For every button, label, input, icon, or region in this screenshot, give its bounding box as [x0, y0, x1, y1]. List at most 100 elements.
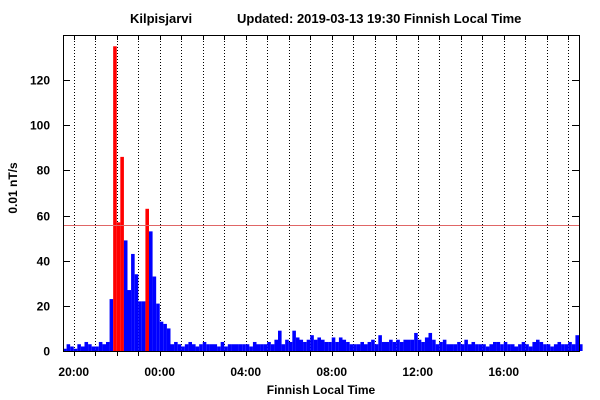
- data-bar: [525, 344, 529, 351]
- data-bar: [446, 344, 450, 351]
- data-bar: [116, 222, 121, 351]
- data-bar: [238, 344, 243, 351]
- data-bar: [306, 339, 311, 351]
- x-tick-label: 20:00: [58, 365, 89, 379]
- data-bar: [338, 337, 343, 351]
- data-bar: [571, 344, 576, 351]
- data-bar: [500, 344, 504, 351]
- data-bar: [63, 348, 67, 351]
- data-bar: [543, 344, 547, 351]
- data-bar: [342, 339, 347, 351]
- data-bar: [493, 341, 497, 351]
- data-bar: [220, 341, 225, 351]
- data-bar: [536, 339, 540, 351]
- data-bar: [310, 335, 314, 351]
- data-bar: [98, 341, 103, 351]
- data-bar: [453, 344, 458, 351]
- data-bar: [138, 301, 142, 351]
- data-bar: [256, 344, 261, 351]
- data-bar: [421, 341, 425, 351]
- data-bar: [127, 290, 132, 351]
- data-bar: [371, 339, 375, 351]
- data-bar: [331, 337, 336, 351]
- data-bar: [579, 344, 583, 351]
- data-bar: [206, 344, 210, 351]
- data-bar: [174, 341, 178, 351]
- data-bar: [73, 348, 78, 351]
- data-bar: [467, 344, 472, 351]
- data-bar: [188, 341, 192, 351]
- data-bar: [249, 346, 253, 351]
- data-bar: [270, 344, 275, 351]
- data-bar: [113, 46, 117, 352]
- data-bar: [231, 344, 235, 351]
- x-axis-title: Finnish Local Time: [267, 383, 376, 397]
- data-bar: [217, 346, 221, 351]
- data-bar: [442, 339, 447, 351]
- data-bar: [496, 341, 501, 351]
- data-bar: [550, 346, 554, 351]
- data-bar: [414, 332, 418, 351]
- data-bar: [399, 341, 404, 351]
- data-bar: [295, 337, 300, 351]
- data-bar: [184, 344, 189, 351]
- data-bar: [166, 328, 171, 351]
- data-bar: [224, 346, 228, 351]
- data-bar: [70, 346, 74, 351]
- data-bar: [539, 341, 544, 351]
- x-tick-label: 12:00: [402, 365, 433, 379]
- data-bar: [77, 344, 81, 351]
- data-bar: [95, 346, 99, 351]
- y-axis-title: 0.01 nT/s: [6, 162, 20, 214]
- data-bar: [131, 253, 135, 351]
- data-bar: [159, 321, 164, 351]
- data-bar: [471, 341, 476, 351]
- data-bar: [278, 330, 282, 351]
- data-bar: [328, 341, 332, 351]
- data-bar: [424, 337, 429, 351]
- data-bar: [80, 346, 85, 351]
- data-bar: [432, 339, 436, 351]
- data-bar: [163, 323, 167, 351]
- data-bar: [403, 339, 407, 351]
- data-bar: [385, 341, 390, 351]
- data-bar: [88, 344, 92, 351]
- data-bar: [349, 344, 354, 351]
- data-bar: [503, 341, 508, 351]
- data-bar: [123, 240, 128, 351]
- data-bar: [568, 341, 572, 351]
- data-bar: [195, 346, 200, 351]
- data-bar: [353, 344, 357, 351]
- data-bar: [460, 344, 465, 351]
- data-bar: [313, 339, 318, 351]
- y-tick-label: 100: [30, 119, 50, 133]
- data-bar: [149, 231, 153, 351]
- data-bar: [389, 339, 393, 351]
- data-bar: [109, 299, 114, 351]
- data-bar: [407, 339, 411, 351]
- data-bar: [181, 346, 185, 351]
- data-bar: [120, 156, 124, 351]
- data-bar: [528, 346, 533, 351]
- data-bar: [267, 341, 271, 351]
- data-bar: [396, 339, 400, 351]
- data-bar: [482, 344, 486, 351]
- y-tick-label: 0: [43, 345, 50, 359]
- data-bar: [245, 344, 250, 351]
- data-bar: [485, 346, 490, 351]
- data-bar: [199, 344, 203, 351]
- data-bar: [317, 337, 321, 351]
- data-bar: [102, 344, 106, 351]
- data-bar: [84, 341, 89, 351]
- data-bar: [281, 344, 286, 351]
- data-bar: [285, 339, 289, 351]
- data-bar: [288, 341, 293, 351]
- x-tick-label: 08:00: [316, 365, 347, 379]
- data-bar: [521, 341, 526, 351]
- data-bar: [145, 208, 149, 351]
- data-bar: [564, 344, 569, 351]
- x-tick-label: 16:00: [488, 365, 519, 379]
- data-bar: [410, 339, 415, 351]
